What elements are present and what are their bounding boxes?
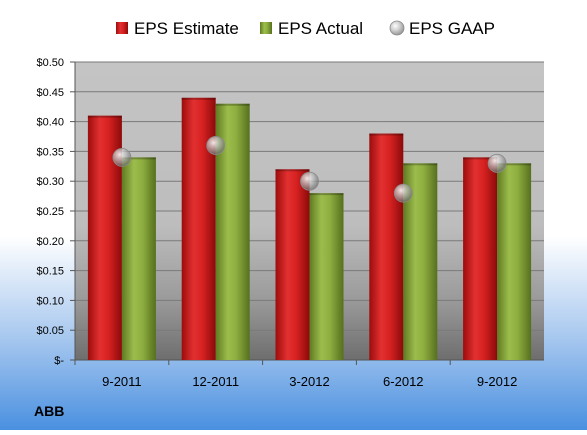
bar-eps-actual bbox=[121, 157, 156, 360]
y-tick-label: $0.25 bbox=[36, 206, 64, 218]
x-tick-label: 6-2012 bbox=[383, 374, 423, 389]
legend-eps-gaap-label: EPS GAAP bbox=[409, 19, 495, 38]
bar-eps-estimate bbox=[369, 133, 404, 360]
bar-eps-actual-top-edge bbox=[403, 163, 438, 166]
legend-eps-estimate-label: EPS Estimate bbox=[134, 19, 239, 38]
bar-eps-actual bbox=[309, 193, 344, 360]
legend-eps-gaap-swatch bbox=[389, 20, 405, 36]
gaap-marker bbox=[112, 147, 132, 167]
x-tick-label: 9-2012 bbox=[477, 374, 517, 389]
bar-eps-estimate-top-edge bbox=[369, 133, 404, 136]
bar-eps-actual-top-edge bbox=[309, 193, 344, 196]
gaap-marker bbox=[300, 171, 319, 191]
y-tick-label: $0.35 bbox=[36, 146, 64, 158]
y-tick-label: $0.50 bbox=[36, 57, 64, 69]
ticker-label: ABB bbox=[34, 403, 64, 419]
bar-eps-estimate-top-edge bbox=[275, 169, 310, 172]
bar-eps-estimate-top-edge bbox=[463, 157, 498, 160]
y-tick-label: $- bbox=[54, 355, 64, 367]
bar-eps-estimate-top-edge bbox=[87, 115, 122, 118]
y-tick-label: $0.15 bbox=[36, 266, 64, 278]
gaap-marker bbox=[487, 153, 507, 173]
y-tick-label: $0.05 bbox=[36, 325, 64, 337]
bar-eps-estimate bbox=[463, 157, 498, 360]
y-tick-label: $0.20 bbox=[36, 236, 64, 248]
y-tick-label: $0.40 bbox=[36, 117, 64, 129]
bar-eps-actual-top-edge bbox=[497, 163, 532, 166]
gaap-marker bbox=[206, 136, 226, 155]
bar-eps-actual-top-edge bbox=[215, 103, 250, 106]
legend-eps-actual-swatch bbox=[260, 22, 272, 34]
legend-eps-estimate-swatch bbox=[116, 22, 128, 34]
gaap-marker bbox=[393, 183, 413, 203]
bar-eps-estimate-top-edge bbox=[181, 97, 216, 100]
x-tick-label: 3-2012 bbox=[289, 374, 329, 389]
x-tick-label: 9-2011 bbox=[102, 374, 142, 389]
legend-eps-actual-label: EPS Actual bbox=[278, 19, 363, 38]
bar-eps-estimate bbox=[181, 97, 216, 360]
legend: EPS Estimate EPS Actual EPS GAAP bbox=[116, 19, 495, 38]
bar-eps-estimate bbox=[275, 169, 310, 360]
y-tick-label: $0.10 bbox=[36, 295, 64, 307]
y-tick-label: $0.45 bbox=[36, 87, 64, 99]
bar-eps-actual-top-edge bbox=[121, 157, 156, 160]
x-tick-label: 12-2011 bbox=[192, 374, 239, 389]
y-tick-label: $0.30 bbox=[36, 176, 64, 188]
bar-eps-actual bbox=[497, 163, 532, 360]
